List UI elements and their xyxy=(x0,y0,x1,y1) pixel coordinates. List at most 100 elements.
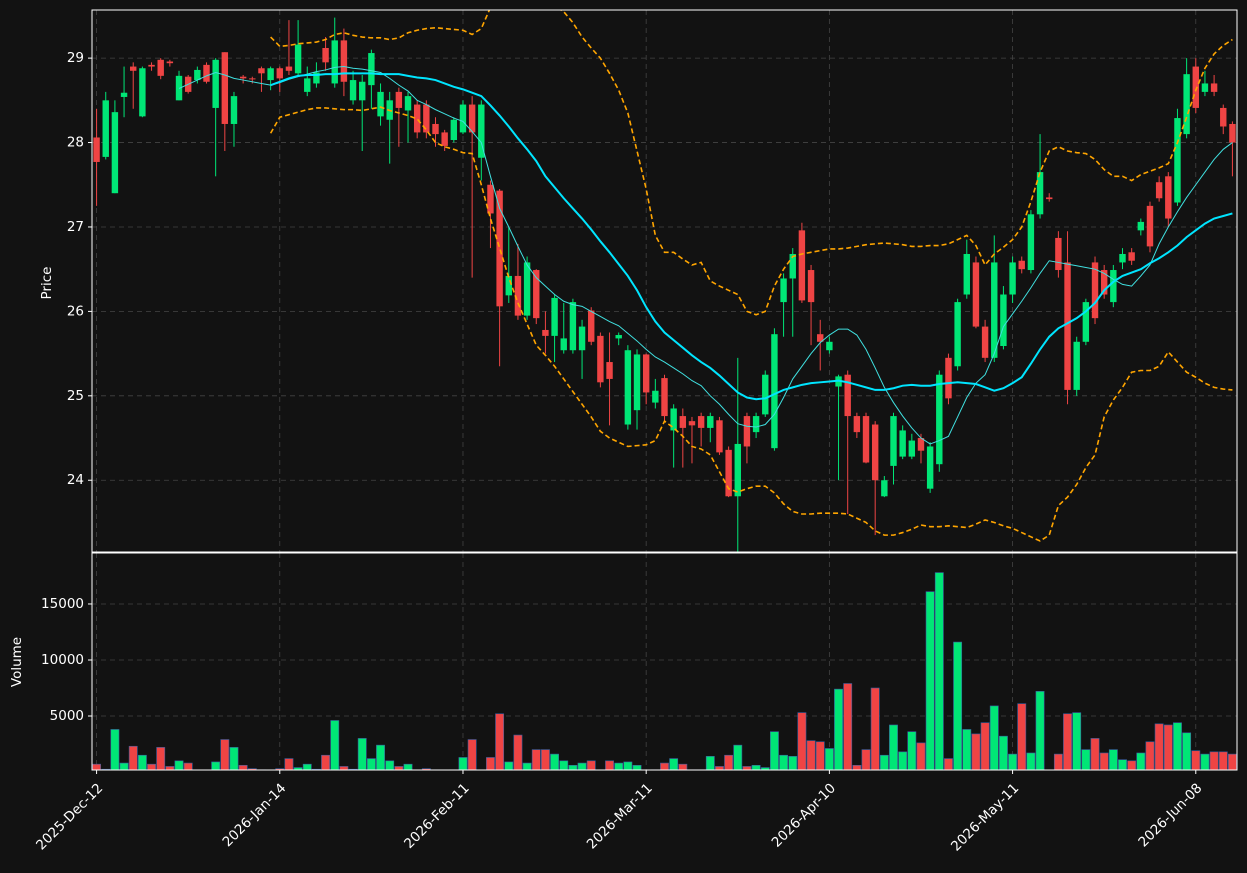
candle-body xyxy=(249,78,256,80)
volume-bar xyxy=(238,764,248,770)
candle-body xyxy=(523,262,531,316)
volume-bar xyxy=(339,766,349,770)
volume-bar xyxy=(174,760,184,770)
candle-body xyxy=(368,53,375,86)
volume-bar xyxy=(779,754,789,770)
candle-body xyxy=(468,104,476,133)
candle-body xyxy=(413,104,421,133)
y-tick-label: 24 xyxy=(67,472,84,488)
volume-bar xyxy=(486,757,495,770)
candle-body xyxy=(954,302,961,367)
volume-bar xyxy=(1072,712,1082,770)
candle-body xyxy=(111,112,119,194)
candle-body xyxy=(239,76,247,79)
candle-body xyxy=(404,96,412,111)
candle-body xyxy=(798,230,806,301)
candle-body xyxy=(826,341,833,351)
candle-body xyxy=(972,262,980,327)
candle-body xyxy=(331,40,338,84)
volume-bar xyxy=(998,735,1008,770)
volume-bar xyxy=(889,724,898,770)
volume-bar xyxy=(504,761,514,770)
candle-body xyxy=(276,68,283,79)
volume-bar xyxy=(92,763,102,770)
candle-body xyxy=(285,66,293,71)
candle-body xyxy=(871,424,879,481)
candle-body xyxy=(1174,118,1181,203)
candle-body xyxy=(853,416,861,433)
candle-body xyxy=(1137,221,1145,231)
candle-body xyxy=(304,78,311,92)
volume-bar xyxy=(550,753,560,770)
volume-bar xyxy=(220,739,230,770)
volume-bar xyxy=(540,749,550,770)
candle-body xyxy=(1220,107,1227,127)
candle-body xyxy=(652,390,659,403)
candle-body xyxy=(542,329,549,336)
volume-bar xyxy=(1163,724,1173,770)
candle-body xyxy=(633,354,641,411)
volume-bar xyxy=(751,764,761,770)
volume-bar xyxy=(788,756,798,770)
volume-bar xyxy=(1182,732,1192,770)
y-tick-label: 25 xyxy=(67,388,84,404)
volume-bar xyxy=(962,729,972,770)
volume-bar xyxy=(1090,738,1100,770)
volume-bar xyxy=(165,766,175,770)
candle-body xyxy=(899,430,906,457)
volume-bar xyxy=(898,751,908,770)
volume-bar xyxy=(980,722,990,770)
candle-body xyxy=(1091,262,1099,319)
volume-bar xyxy=(385,760,395,770)
volume-bar xyxy=(586,760,596,770)
candle-body xyxy=(1046,197,1053,200)
price-axis-label: Price xyxy=(39,267,55,300)
candle-body xyxy=(991,262,998,358)
price-frame xyxy=(91,9,1238,553)
volume-bar xyxy=(137,754,147,770)
volume-bar xyxy=(211,761,221,770)
candle-body xyxy=(807,270,815,303)
candle-body xyxy=(1082,302,1090,342)
candle-body xyxy=(505,275,512,296)
volume-bar xyxy=(1218,751,1228,770)
candle-body xyxy=(780,278,787,303)
volume-bar xyxy=(394,766,404,770)
candle-body xyxy=(157,59,164,76)
volume-bar xyxy=(1200,753,1210,770)
volume-bar xyxy=(330,720,340,770)
volume-bar xyxy=(934,572,944,770)
candle-body xyxy=(981,326,989,358)
candle-body xyxy=(1100,270,1108,295)
candle-body xyxy=(313,72,320,84)
volume-bar xyxy=(879,754,889,770)
volume-axis-label: Volume xyxy=(9,637,25,687)
volume-bar xyxy=(513,734,523,770)
volume-bar xyxy=(1118,759,1127,770)
candle-body xyxy=(697,416,705,428)
candle-body xyxy=(487,184,494,214)
volume-bar xyxy=(623,761,633,770)
candle-body xyxy=(963,253,970,295)
volume-bar xyxy=(376,744,385,770)
volume-bar xyxy=(357,738,367,770)
volume-bar xyxy=(907,731,917,770)
volume-bar xyxy=(403,763,413,770)
volume-frame xyxy=(91,552,1238,771)
candle-body xyxy=(917,438,925,451)
volume-bar xyxy=(156,747,166,770)
volume-bar xyxy=(742,766,752,770)
volume-bar xyxy=(1145,741,1155,770)
candle-body xyxy=(588,310,595,342)
candle-body xyxy=(679,416,687,428)
volume-bar xyxy=(1173,722,1182,770)
candle-body xyxy=(707,416,714,428)
candle-body xyxy=(1119,253,1126,263)
candle-body xyxy=(569,302,577,351)
volume-bar xyxy=(1053,753,1063,770)
candle-body xyxy=(322,47,329,63)
candle-body xyxy=(148,64,155,67)
volume-bar xyxy=(467,739,477,770)
